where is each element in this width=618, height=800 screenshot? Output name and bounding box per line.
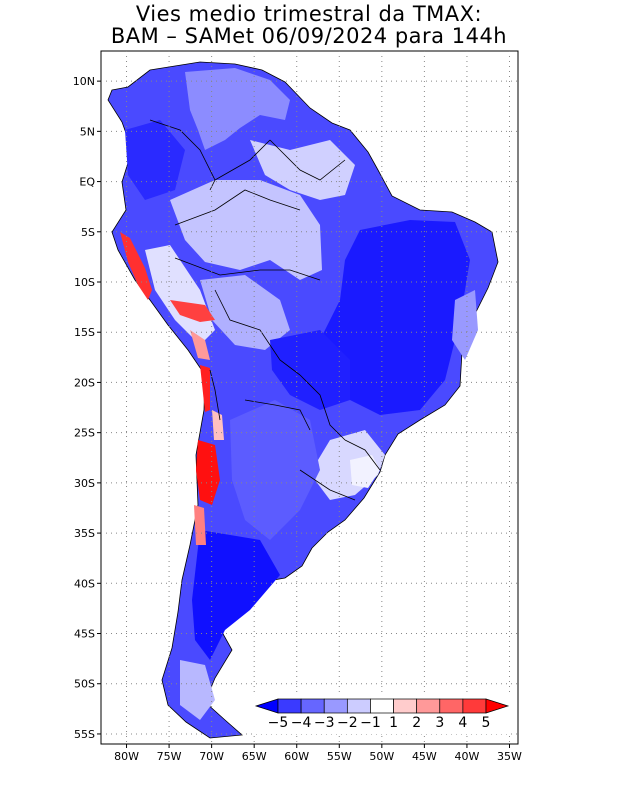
lat-tick-label: 45S xyxy=(74,628,95,641)
colorbar-label: −4 xyxy=(291,715,312,731)
colorbar-box xyxy=(416,698,441,714)
field-light-tip xyxy=(180,660,215,720)
latitude-axis: 10N 5N EQ 5S 10S 15S 20S 25S 30S 35S 40S 45S 50S 55S xyxy=(73,75,101,741)
colorbar: −5 −4 −3 −2 −1 1 2 3 4 5 xyxy=(252,694,510,734)
field-red-peru xyxy=(120,232,152,300)
map-area xyxy=(107,61,499,739)
colorbar-box xyxy=(346,698,371,714)
lat-tick-label: 50S xyxy=(74,678,95,691)
field-deep-east xyxy=(320,220,470,415)
colorbar-label: 3 xyxy=(435,715,444,731)
lon-tick-label: 80W xyxy=(114,750,139,763)
map-title-line1: Vies medio trimestral da TMAX: xyxy=(135,2,483,26)
lat-tick-label: 15S xyxy=(74,326,95,339)
field-light-east-coast xyxy=(452,290,478,360)
colorbar-label: −3 xyxy=(314,715,335,731)
colorbar-label: −1 xyxy=(360,715,381,731)
colorbar-label: 2 xyxy=(412,715,421,731)
field-deep-patagonia xyxy=(192,530,280,660)
lat-tick-label: 35S xyxy=(74,527,95,540)
lon-tick-label: 60W xyxy=(284,750,309,763)
lon-tick-label: 50W xyxy=(369,750,394,763)
colorbar-box xyxy=(393,698,418,714)
bias-field xyxy=(120,68,478,720)
lon-tick-label: 65W xyxy=(242,750,267,763)
field-deep-center xyxy=(270,330,350,410)
map-frame xyxy=(100,50,519,745)
colorbar-box xyxy=(370,698,394,714)
lat-tick-label: 55S xyxy=(74,728,95,741)
lat-tick-label: 10S xyxy=(74,276,95,289)
colorbar-label: 4 xyxy=(458,715,467,731)
field-pink-bolivia xyxy=(190,330,210,360)
lat-tick-label: 20S xyxy=(74,376,95,389)
field-light-north xyxy=(185,68,290,150)
field-deep-west xyxy=(125,120,185,200)
colorbar-box xyxy=(462,698,487,714)
lon-tick-label: 35W xyxy=(497,750,522,763)
lon-tick-label: 45W xyxy=(412,750,437,763)
field-white-south xyxy=(350,455,380,488)
field-light-central xyxy=(200,275,290,350)
lon-tick-label: 75W xyxy=(157,750,182,763)
lat-tick-label: 25S xyxy=(74,427,95,440)
colorbar-label: 1 xyxy=(389,715,398,731)
colorbar-box xyxy=(439,698,464,714)
field-red-chile-north xyxy=(200,365,210,412)
field-red-chile xyxy=(196,440,220,505)
colorbar-label: −2 xyxy=(337,715,358,731)
colorbar-upper-arrow xyxy=(485,698,510,714)
lat-tick-label: 30S xyxy=(74,477,95,490)
lat-tick-label: 40S xyxy=(74,577,95,590)
colorbar-box xyxy=(277,698,302,714)
lon-tick-label: 55W xyxy=(327,750,352,763)
lon-tick-label: 40W xyxy=(455,750,480,763)
lat-tick-label: 5S xyxy=(81,226,95,239)
colorbar-box xyxy=(323,698,348,714)
field-pink-chile xyxy=(194,505,206,545)
longitude-axis: 80W 75W 70W 65W 60W 55W 50W 45W 40W 35W xyxy=(114,744,522,763)
country-borders xyxy=(149,119,381,501)
lat-tick-label: EQ xyxy=(79,176,95,189)
field-mid-argentina xyxy=(230,400,320,540)
lat-tick-label: 5N xyxy=(80,125,95,138)
colorbar-box xyxy=(300,698,325,714)
field-red-peru2 xyxy=(170,300,215,322)
lon-tick-label: 70W xyxy=(199,750,224,763)
field-pale-amazon2 xyxy=(250,140,355,200)
lat-tick-label: 10N xyxy=(73,75,95,88)
map-title-line2: BAM – SAMet 06/09/2024 para 144h xyxy=(110,24,508,48)
colorbar-label: −5 xyxy=(268,715,289,731)
colorbar-label: 5 xyxy=(482,715,491,731)
graticule xyxy=(101,51,518,744)
